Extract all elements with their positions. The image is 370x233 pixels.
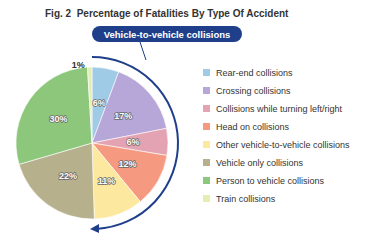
svg-text:Rear-end collisions: Rear-end collisions	[216, 68, 293, 78]
svg-text:11%: 11%	[98, 176, 116, 186]
svg-text:1%: 1%	[72, 60, 85, 70]
svg-text:Collisions while turning left/: Collisions while turning left/right	[216, 104, 343, 114]
svg-text:Vehicle only collisions: Vehicle only collisions	[216, 158, 304, 168]
svg-text:6%: 6%	[126, 137, 139, 147]
svg-text:Fig. 2 Percentage of Fataliti: Fig. 2 Percentage of Fatalities By Type …	[45, 8, 289, 19]
svg-text:17%: 17%	[114, 111, 132, 121]
svg-text:Other vehicle-to-vehicle colli: Other vehicle-to-vehicle collisions	[216, 140, 350, 150]
svg-text:Person to vehicle collisions: Person to vehicle collisions	[216, 176, 325, 186]
svg-text:Train collisions: Train collisions	[216, 194, 276, 204]
svg-text:22%: 22%	[59, 171, 77, 181]
svg-text:30%: 30%	[49, 114, 67, 124]
svg-text:Head on collisions: Head on collisions	[216, 122, 290, 132]
svg-text:12%: 12%	[118, 159, 136, 169]
svg-text:Vehicle-to-vehicle collisions: Vehicle-to-vehicle collisions	[104, 29, 231, 40]
svg-text:Crossing collisions: Crossing collisions	[216, 86, 291, 96]
svg-text:6%: 6%	[93, 98, 106, 108]
